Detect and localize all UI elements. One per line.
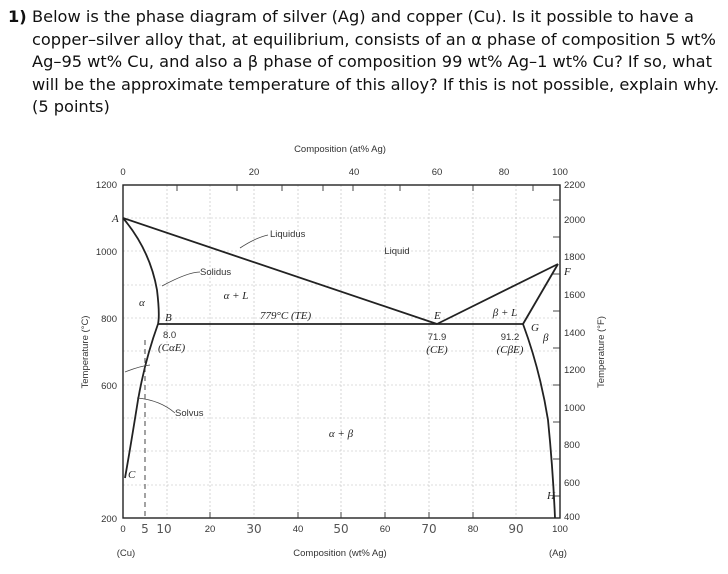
top-tick-0: 0 (120, 167, 125, 178)
left-axis-title: Temperature (°C) (80, 316, 91, 389)
top-tick-80: 80 (499, 167, 510, 178)
left-tick-800: 800 (101, 314, 117, 325)
liquidus-right (436, 263, 559, 325)
point-c: C (128, 469, 136, 481)
handwritten-5: 5 (141, 522, 149, 536)
label-liquid: Liquid (384, 246, 409, 257)
solvus-alpha (124, 323, 159, 479)
left-tick-1000: 1000 (96, 247, 117, 258)
c-beta-e-label: (CβE) (497, 344, 524, 356)
question-number: 1) (8, 7, 27, 26)
point-f: F (563, 266, 571, 278)
point-b: B (165, 312, 172, 324)
point-g: G (531, 322, 539, 334)
c-alpha-e-label: (CαE) (158, 342, 185, 354)
label-solvus: Solvus (175, 408, 204, 419)
solidus-alpha (122, 217, 160, 325)
bottom-tick-0: 0 (120, 524, 125, 535)
right-tick-2000: 2000 (564, 215, 585, 226)
right-tick-1400: 1400 (564, 328, 585, 339)
right-tick-600: 600 (564, 478, 580, 489)
bottom-tick-80: 80 (468, 524, 479, 535)
top-tick-20: 20 (249, 167, 260, 178)
handwritten-70: 70 (421, 522, 436, 536)
label-eutectic-temp: 779°C (TE) (260, 310, 311, 322)
phase-boundaries (122, 217, 559, 519)
liquidus-left (122, 217, 438, 325)
handwritten-90: 90 (508, 522, 523, 536)
right-tick-1000: 1000 (564, 403, 585, 414)
right-tick-2200: 2200 (564, 180, 585, 191)
bottom-tick-40: 40 (293, 524, 304, 535)
right-tick-1600: 1600 (564, 290, 585, 301)
bottom-tick-100: 100 (552, 524, 568, 535)
handwritten-30: 30 (246, 522, 261, 536)
c-e-value: 71.9 (428, 332, 447, 343)
bottom-right-ag: (Ag) (549, 548, 567, 559)
leader-lines (124, 234, 269, 414)
left-tick-200: 200 (101, 514, 117, 525)
bottom-tick-60: 60 (380, 524, 391, 535)
top-tick-40: 40 (349, 167, 360, 178)
solvus-beta (522, 323, 556, 519)
label-liquidus: Liquidus (270, 229, 306, 240)
top-tick-60: 60 (432, 167, 443, 178)
right-tick-1200: 1200 (564, 365, 585, 376)
c-alpha-e-value: 8.0 (163, 330, 176, 341)
bottom-axis-title: Composition (wt% Ag) (293, 548, 386, 559)
bottom-left-cu: (Cu) (117, 548, 135, 559)
left-tick-600: 600 (101, 381, 117, 392)
label-beta-l: β + L (492, 307, 518, 319)
right-tick-400: 400 (564, 512, 580, 523)
right-axis-title: Temperature (°F) (596, 316, 607, 388)
right-tick-800: 800 (564, 440, 580, 451)
solidus-beta (522, 263, 559, 325)
question-block: 1) Below is the phase diagram of silver … (8, 6, 720, 119)
label-alpha-l: α + L (224, 290, 249, 302)
point-e: E (433, 310, 441, 322)
top-tick-100: 100 (552, 167, 568, 178)
left-tick-1200: 1200 (96, 180, 117, 191)
plot-frame (122, 184, 561, 519)
question-text: Below is the phase diagram of silver (Ag… (32, 7, 720, 117)
label-solidus: Solidus (200, 267, 231, 278)
handwritten-50: 50 (333, 522, 348, 536)
point-h: H (546, 490, 556, 502)
point-a: A (111, 213, 119, 225)
right-tick-1800: 1800 (564, 252, 585, 263)
label-alpha-beta: α + β (329, 428, 354, 440)
bottom-tick-20: 20 (205, 524, 216, 535)
label-beta: β (542, 332, 549, 344)
grid-lines (123, 185, 560, 518)
c-beta-e-value: 91.2 (501, 332, 520, 343)
handwritten-10: 10 (156, 522, 171, 536)
label-alpha: α (139, 297, 145, 309)
c-e-label: (CE) (426, 344, 448, 356)
top-axis-title: Composition (at% Ag) (294, 144, 386, 155)
